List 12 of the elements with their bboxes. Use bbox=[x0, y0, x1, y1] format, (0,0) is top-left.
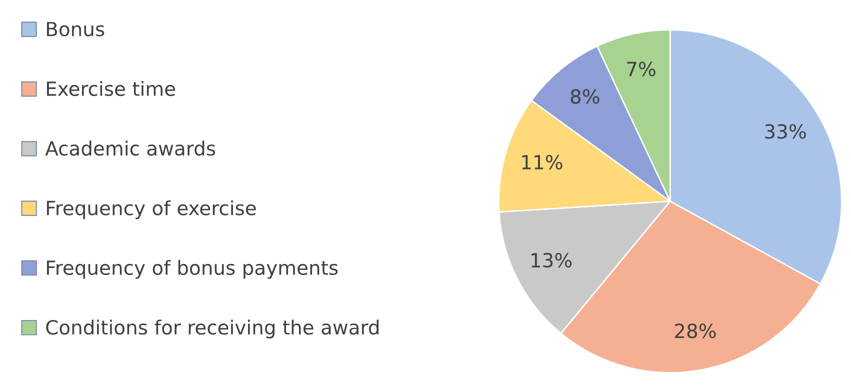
legend-label: Conditions for receiving the award bbox=[46, 320, 378, 338]
data-label: 33% bbox=[765, 124, 806, 139]
data-label: 13% bbox=[532, 252, 572, 268]
data-label: 11% bbox=[522, 154, 562, 170]
data-label: 8% bbox=[570, 89, 600, 104]
legend-label: Frequency of exercise bbox=[46, 200, 256, 220]
legend-label: Bonus bbox=[46, 22, 104, 36]
data-label: 28% bbox=[675, 324, 716, 338]
legend-label: Frequency of bonus payments bbox=[46, 260, 338, 279]
legend-label: Academic awards bbox=[45, 140, 216, 156]
legend-label: Exercise time bbox=[46, 81, 176, 96]
data-label: 7% bbox=[627, 62, 656, 76]
